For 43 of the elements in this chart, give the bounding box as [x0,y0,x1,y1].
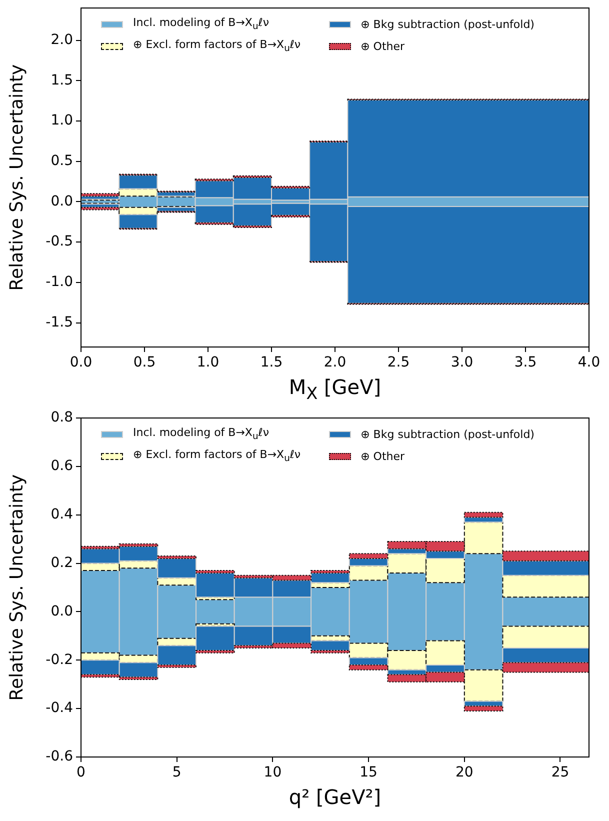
x-tick-label: 20 [455,764,474,781]
legend-label: ⊕ Other [360,450,405,463]
y-axis-title: Relative Sys. Uncertainty [6,64,28,291]
x-tick-label: 3.0 [450,354,474,371]
x-tick-label: 0 [76,764,86,781]
y-tick-label: 2.0 [50,32,73,48]
x-tick-label: 10 [264,764,282,781]
y-tick-label: 1.5 [50,72,73,88]
x-tick-label: 3.5 [514,354,537,371]
y-tick-label: -0.6 [46,748,74,765]
legend-label: ⊕ Bkg subtraction (post-unfold) [360,428,534,441]
x-axis-title: M$_{X}$ [GeV] [288,375,382,403]
legend-label: ⊕ Excl. form factors of B→X$_{u}$ℓν [133,448,301,464]
y-tick-label: 0.6 [50,458,74,474]
x-tick-label: 15 [360,764,378,781]
y-tick-label: 0.2 [50,554,73,571]
legend-label: Incl. modeling of B→X$_{u}$ℓν [133,16,269,32]
x-tick-label: 4.0 [578,354,600,371]
x-tick-label: 1.0 [196,354,220,371]
y-axis-title: Relative Sys. Uncertainty [6,474,28,701]
x-tick-label: 25 [551,764,570,781]
legend-label: ⊕ Other [360,40,405,53]
legend-label: ⊕ Excl. form factors of B→X$_{u}$ℓν [133,38,301,54]
y-tick-label: -1.5 [46,314,73,330]
y-tick-label: 0.8 [50,410,73,426]
x-tick-label: 5 [172,764,182,781]
y-tick-label: -1.0 [46,274,73,290]
x-tick-label: 0.5 [133,354,156,371]
legend-label: Incl. modeling of B→X$_{u}$ℓν [133,426,269,442]
y-tick-label: -0.2 [46,652,73,668]
x-tick-label: 2.5 [387,354,410,371]
x-tick-label: 2.0 [324,354,346,371]
y-tick-label: 0.4 [50,506,74,522]
y-tick-label: 0.0 [50,193,73,210]
y-tick-label: -0.5 [46,234,73,250]
y-tick-label: -0.4 [46,700,74,716]
x-axis-title: q² [GeV²] [288,785,382,809]
y-tick-label: 1.0 [50,112,73,129]
y-tick-label: 0.5 [50,153,73,169]
y-tick-label: 0.0 [50,603,73,620]
x-tick-label: 1.5 [260,354,283,371]
legend-label: ⊕ Bkg subtraction (post-unfold) [360,18,534,31]
x-tick-label: 0.0 [70,354,92,371]
